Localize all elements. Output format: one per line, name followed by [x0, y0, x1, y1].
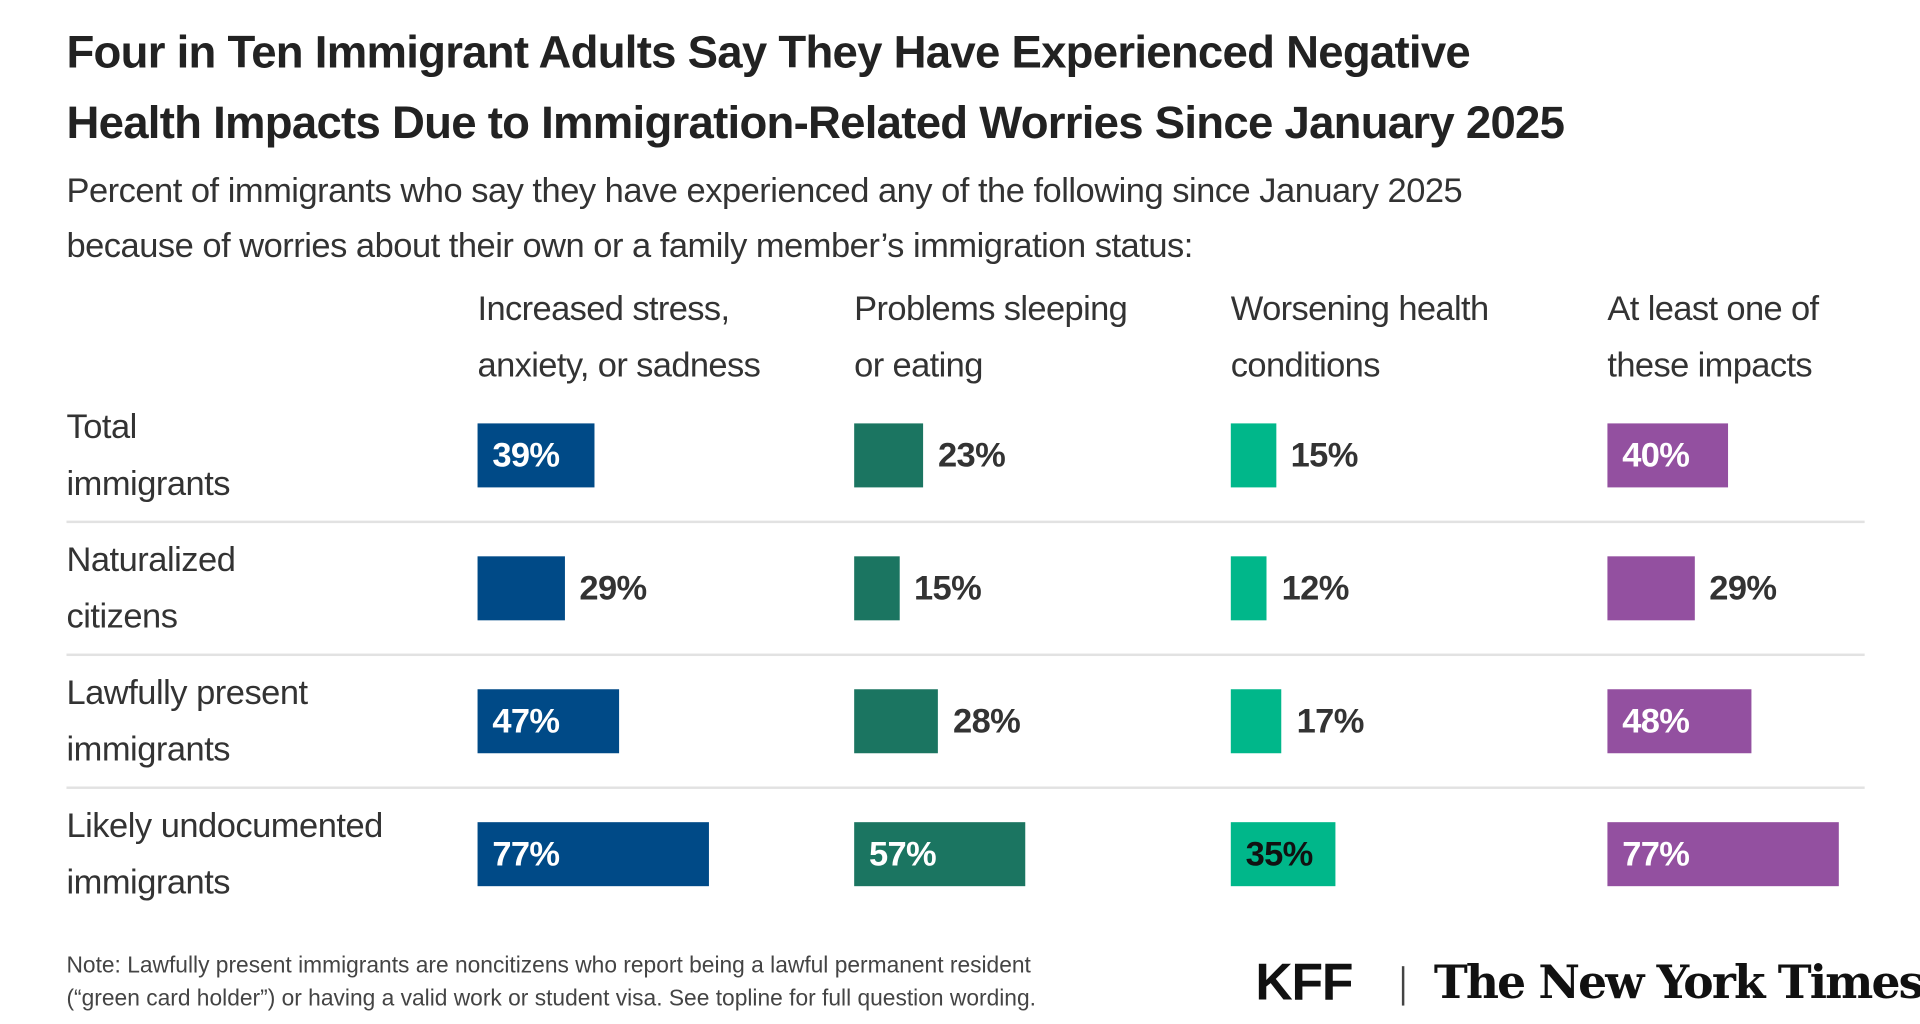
data-label: 57%	[868, 834, 937, 873]
row-label-line: Likely undocumented	[66, 806, 383, 845]
bar	[477, 689, 619, 754]
data-label: 15%	[913, 568, 982, 607]
kff-logo: KFF	[1255, 952, 1353, 1011]
note-line: Note: Lawfully present immigrants are no…	[66, 951, 1031, 978]
data-label: 12%	[1281, 568, 1350, 607]
bar	[477, 556, 565, 621]
bar	[1607, 556, 1695, 621]
data-label: 23%	[938, 435, 1006, 474]
data-label: 77%	[1622, 834, 1690, 873]
data-label: 17%	[1296, 701, 1365, 740]
bar	[1230, 822, 1336, 887]
row-label-line: Total	[66, 407, 137, 446]
row-label-line: immigrants	[66, 862, 231, 901]
column-header-line: or eating	[854, 345, 983, 385]
bar	[1230, 689, 1282, 754]
bar	[1607, 689, 1752, 754]
column-header-line: conditions	[1230, 345, 1381, 385]
row-separator	[66, 653, 1865, 657]
chart-note: Note: Lawfully present immigrants are no…	[66, 948, 1035, 1014]
bar	[854, 822, 1026, 887]
bar	[1230, 556, 1267, 621]
bar	[854, 689, 939, 754]
column-header: At least one of these impacts	[1607, 281, 1819, 394]
column-header-line: Problems sleeping	[854, 289, 1128, 328]
note-line: (“green card holder”) or having a valid …	[66, 984, 1036, 1011]
row-label-line: Lawfully present	[66, 673, 308, 712]
bar	[477, 822, 709, 887]
column-header-line: Worsening health	[1230, 289, 1489, 328]
bar	[1607, 423, 1728, 488]
row-label-line: immigrants	[66, 464, 231, 503]
data-label: 48%	[1622, 701, 1690, 740]
bar	[477, 423, 595, 488]
row-label: Total immigrants	[66, 399, 230, 512]
row-separator	[66, 786, 1865, 789]
column-header-line: At least one of	[1607, 289, 1819, 328]
chart-title: Four in Ten Immigrant Adults Say They Ha…	[66, 17, 1565, 157]
title-line: Health Impacts Due to Immigration-Relate…	[66, 97, 1565, 148]
column-header-line: these impacts	[1607, 345, 1813, 385]
column-header: Problems sleeping or eating	[854, 281, 1128, 394]
title-line: Four in Ten Immigrant Adults Say They Ha…	[66, 27, 1471, 78]
row-label-line: Naturalized	[66, 540, 236, 579]
subtitle-line: Percent of immigrants who say they have …	[66, 171, 1463, 210]
row-separator	[66, 520, 1865, 524]
bar	[1607, 822, 1839, 887]
chart-subtitle: Percent of immigrants who say they have …	[66, 162, 1462, 273]
row-label: Likely undocumented immigrants	[66, 798, 383, 911]
data-label: 28%	[953, 701, 1021, 740]
data-label: 15%	[1290, 435, 1359, 474]
logo-divider	[1401, 966, 1405, 1006]
data-label: 29%	[1709, 568, 1777, 607]
data-label: 40%	[1622, 435, 1690, 474]
row-label-line: immigrants	[66, 729, 231, 769]
data-label: 35%	[1245, 834, 1314, 873]
data-label: 77%	[492, 834, 560, 873]
column-header: Worsening health conditions	[1231, 281, 1489, 394]
bar	[1230, 423, 1276, 488]
data-label: 47%	[492, 701, 560, 740]
row-label: Lawfully present immigrants	[66, 665, 308, 778]
subtitle-line: because of worries about their own or a …	[66, 226, 1193, 265]
data-label: 29%	[579, 568, 647, 607]
row-label-line: citizens	[66, 596, 178, 636]
nyt-logo: The New York Times	[1433, 955, 1920, 1010]
bar	[854, 423, 924, 488]
column-header: Increased stress, anxiety, or sadness	[478, 281, 761, 394]
column-header-line: anxiety, or sadness	[477, 345, 761, 385]
bar	[854, 556, 900, 621]
data-label: 39%	[492, 435, 560, 474]
column-header-line: Increased stress,	[477, 289, 731, 328]
row-label: Naturalized citizens	[66, 532, 235, 645]
